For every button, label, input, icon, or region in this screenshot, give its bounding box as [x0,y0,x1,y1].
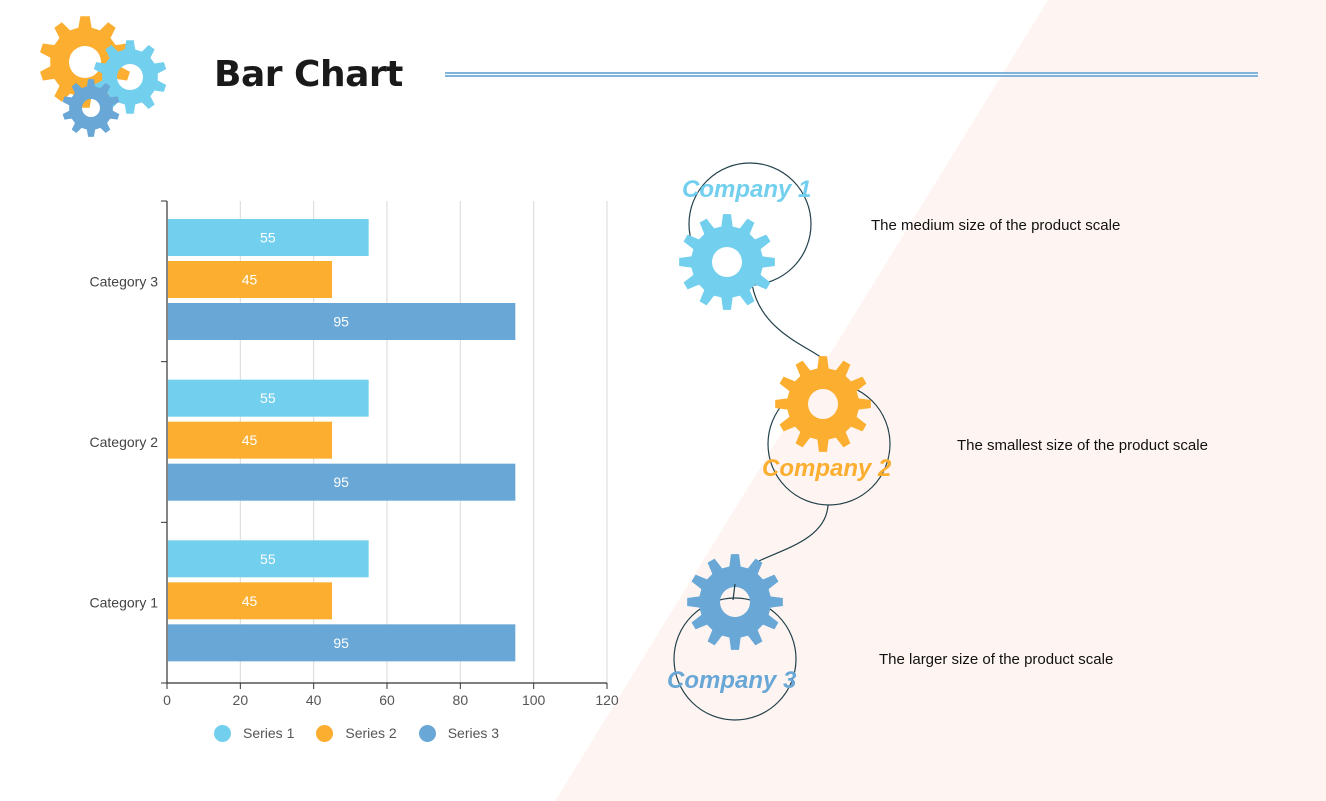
page-title: Bar Chart [214,54,403,95]
bar-data-label: 55 [260,230,276,246]
connector-line [732,583,736,601]
logo-gear-icon [62,79,120,137]
bar-chart: 0 20 40 60 80 100 120 55 45 95 Category 1 55 45 95 Cat… [90,200,619,708]
x-tick-label: 100 [522,692,546,708]
x-tick-label: 120 [595,692,619,708]
company-3-label: Company 3 [667,667,797,694]
y-category-label: Category 2 [90,434,159,450]
connector-line [751,283,829,563]
logo-gear-icon [93,40,167,114]
bar[interactable] [168,219,369,256]
legend-swatch-series-3 [418,724,436,742]
legend-item-series-2[interactable]: Series 2 [316,724,397,742]
title-divider [445,72,1258,78]
legend-label: Series 1 [243,725,295,741]
company-gear-icon [775,356,871,452]
x-tick-label: 80 [453,692,469,708]
bar-data-label: 95 [333,314,349,330]
bar-data-label: 55 [260,551,276,567]
chart-legend: Series 1 Series 2 Series 3 [214,721,521,745]
bar-data-label: 55 [260,390,276,406]
legend-item-series-1[interactable]: Series 1 [214,724,295,742]
bar[interactable] [168,540,369,578]
bar[interactable] [168,303,516,340]
bar[interactable] [168,624,516,662]
x-tick-label: 60 [379,692,395,708]
bar-data-label: 95 [333,635,349,651]
company-gear-icon [679,214,775,310]
legend-swatch-series-1 [214,724,231,742]
gears-logo-icon [40,16,167,137]
legend-swatch-series-2 [316,724,334,742]
legend-label: Series 2 [345,725,397,741]
bar[interactable] [168,463,516,501]
legend-item-series-3[interactable]: Series 3 [418,724,500,742]
bar-data-label: 45 [242,593,258,609]
y-category-label: Category 1 [90,595,159,611]
company-gear-icon [687,554,783,650]
bar[interactable] [168,261,332,298]
company-3-description: The larger size of the product scale [879,651,1114,668]
bar-data-label: 45 [242,272,258,288]
bar[interactable] [168,421,332,459]
legend-label: Series 3 [447,725,500,741]
bar[interactable] [168,582,332,620]
x-tick-label: 0 [163,692,171,708]
x-tick-label: 40 [306,692,322,708]
y-category-label: Category 3 [90,273,159,289]
bar[interactable] [168,379,369,417]
company-ring [673,597,797,721]
company-1-label: Company 1 [682,176,812,203]
company-1-description: The medium size of the product scale [871,217,1121,234]
company-2-label: Company 2 [762,455,892,482]
bar-data-label: 95 [333,474,349,490]
company-2-description: The smallest size of the product scale [957,437,1208,454]
x-tick-label: 20 [233,692,249,708]
bar-data-label: 45 [242,432,258,448]
